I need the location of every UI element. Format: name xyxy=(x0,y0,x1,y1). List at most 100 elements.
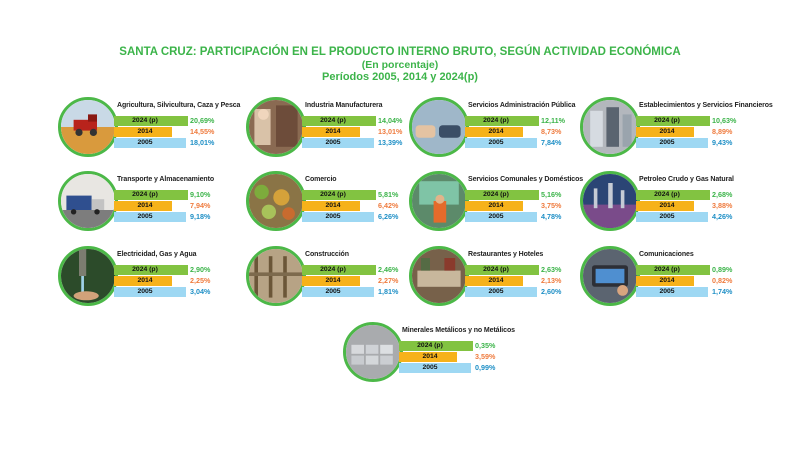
data-label: 2,68% xyxy=(712,190,733,199)
series-bar xyxy=(302,265,376,275)
data-label: 10,63% xyxy=(712,116,737,125)
series-bar xyxy=(302,212,374,222)
activity-card: Comercio 2024 (p) 5,81% 2014 6,42% 2005 6,26% xyxy=(246,171,436,237)
series-label: 2024 (p) xyxy=(483,191,509,198)
series-bar xyxy=(302,201,360,211)
series-bar xyxy=(465,287,537,297)
activity-name: Comunicaciones xyxy=(639,251,694,258)
activity-card: Construcción 2024 (p) 2,46% 2014 2,27% 2005 1,… xyxy=(246,246,436,312)
restaurants-photo xyxy=(409,246,469,306)
series-label: 2014 xyxy=(488,128,504,135)
series-bar xyxy=(302,127,360,137)
series-bar xyxy=(114,190,188,200)
series-bar xyxy=(399,363,471,373)
series-bar xyxy=(302,190,376,200)
data-label: 9,18% xyxy=(190,212,211,221)
data-label: 13,01% xyxy=(378,127,403,136)
public-administration-photo xyxy=(409,97,469,157)
activity-name: Establecimientos y Servicios Financieros xyxy=(639,102,773,109)
series-bar xyxy=(465,127,523,137)
data-label: 3,88% xyxy=(712,201,733,210)
series-bar xyxy=(302,116,376,126)
series-bar xyxy=(114,138,186,148)
series-bar xyxy=(114,276,172,286)
activity-name: Restaurantes y Hoteles xyxy=(468,251,544,258)
data-label: 7,84% xyxy=(541,138,562,147)
financial-services-photo xyxy=(580,97,640,157)
series-bar xyxy=(114,287,186,297)
data-label: 0,82% xyxy=(712,276,733,285)
series-label: 2005 xyxy=(422,364,438,371)
data-label: 1,81% xyxy=(378,287,399,296)
chart-periods: Períodos 2005, 2014 y 2024(p) xyxy=(322,71,478,83)
series-label: 2014 xyxy=(422,353,438,360)
communal-services-photo xyxy=(409,171,469,231)
chart-title: SANTA CRUZ: PARTICIPACIÓN EN EL PRODUCTO… xyxy=(119,46,681,58)
activity-name: Transporte y Almacenamiento xyxy=(117,176,215,183)
series-label: 2024 (p) xyxy=(417,342,443,349)
series-label: 2005 xyxy=(325,139,341,146)
series-bar xyxy=(465,190,539,200)
data-label: 2,13% xyxy=(541,276,562,285)
activity-name: Servicios Comunales y Domésticos xyxy=(468,176,584,183)
series-bar xyxy=(465,265,539,275)
series-bar xyxy=(465,138,537,148)
data-label: 7,94% xyxy=(190,201,211,210)
activity-name: Minerales Metálicos y no Metálicos xyxy=(402,327,515,334)
series-bar xyxy=(465,212,537,222)
chart-title-block: SANTA CRUZ: PARTICIPACIÓN EN EL PRODUCTO… xyxy=(0,46,800,84)
data-label: 18,01% xyxy=(190,138,215,147)
activity-card: Establecimientos y Servicios Financieros… xyxy=(580,97,773,163)
series-label: 2014 xyxy=(325,202,341,209)
series-bar xyxy=(302,287,374,297)
series-bar xyxy=(636,190,710,200)
data-label: 2,63% xyxy=(541,265,562,274)
communications-photo xyxy=(580,246,640,306)
data-label: 0,99% xyxy=(475,363,496,372)
activity-card: Restaurantes y Hoteles 2024 (p) 2,63% 2014 2… xyxy=(409,246,599,312)
transport-photo xyxy=(58,171,118,231)
data-label: 4,26% xyxy=(712,212,733,221)
activity-card: Electricidad, Gas y Agua 2024 (p) 2,90% 201… xyxy=(58,246,248,312)
data-label: 2,25% xyxy=(190,276,211,285)
series-label: 2005 xyxy=(659,288,675,295)
utilities-photo xyxy=(58,246,118,306)
series-label: 2024 (p) xyxy=(320,117,346,124)
series-bar xyxy=(636,276,694,286)
series-label: 2005 xyxy=(137,288,153,295)
data-label: 0,89% xyxy=(712,265,733,274)
series-bar xyxy=(302,276,360,286)
activity-name: Petroleo Crudo y Gas Natural xyxy=(639,176,734,183)
series-label: 2014 xyxy=(325,128,341,135)
series-label: 2014 xyxy=(137,202,153,209)
data-label: 0,35% xyxy=(475,341,496,350)
series-label: 2024 (p) xyxy=(483,266,509,273)
agriculture-photo xyxy=(58,97,118,157)
series-label: 2005 xyxy=(659,213,675,220)
series-label: 2005 xyxy=(488,213,504,220)
series-bar xyxy=(465,201,523,211)
data-label: 8,89% xyxy=(712,127,733,136)
series-label: 2024 (p) xyxy=(132,191,158,198)
series-label: 2014 xyxy=(488,277,504,284)
series-label: 2014 xyxy=(137,128,153,135)
activity-card: Servicios Administración Pública 2024 (p)… xyxy=(409,97,599,163)
series-bar xyxy=(114,201,172,211)
series-bar xyxy=(114,212,186,222)
data-label: 6,42% xyxy=(378,201,399,210)
series-label: 2014 xyxy=(325,277,341,284)
activity-name: Construcción xyxy=(305,251,349,258)
data-label: 14,55% xyxy=(190,127,215,136)
series-label: 2024 (p) xyxy=(320,191,346,198)
data-label: 3,75% xyxy=(541,201,562,210)
data-label: 13,39% xyxy=(378,138,403,147)
data-label: 5,16% xyxy=(541,190,562,199)
data-label: 2,46% xyxy=(378,265,399,274)
commerce-photo xyxy=(246,171,306,231)
activity-card: Servicios Comunales y Domésticos 2024 (p)… xyxy=(409,171,599,237)
data-label: 20,69% xyxy=(190,116,215,125)
series-bar xyxy=(399,352,457,362)
data-label: 4,78% xyxy=(541,212,562,221)
series-bar xyxy=(636,138,708,148)
